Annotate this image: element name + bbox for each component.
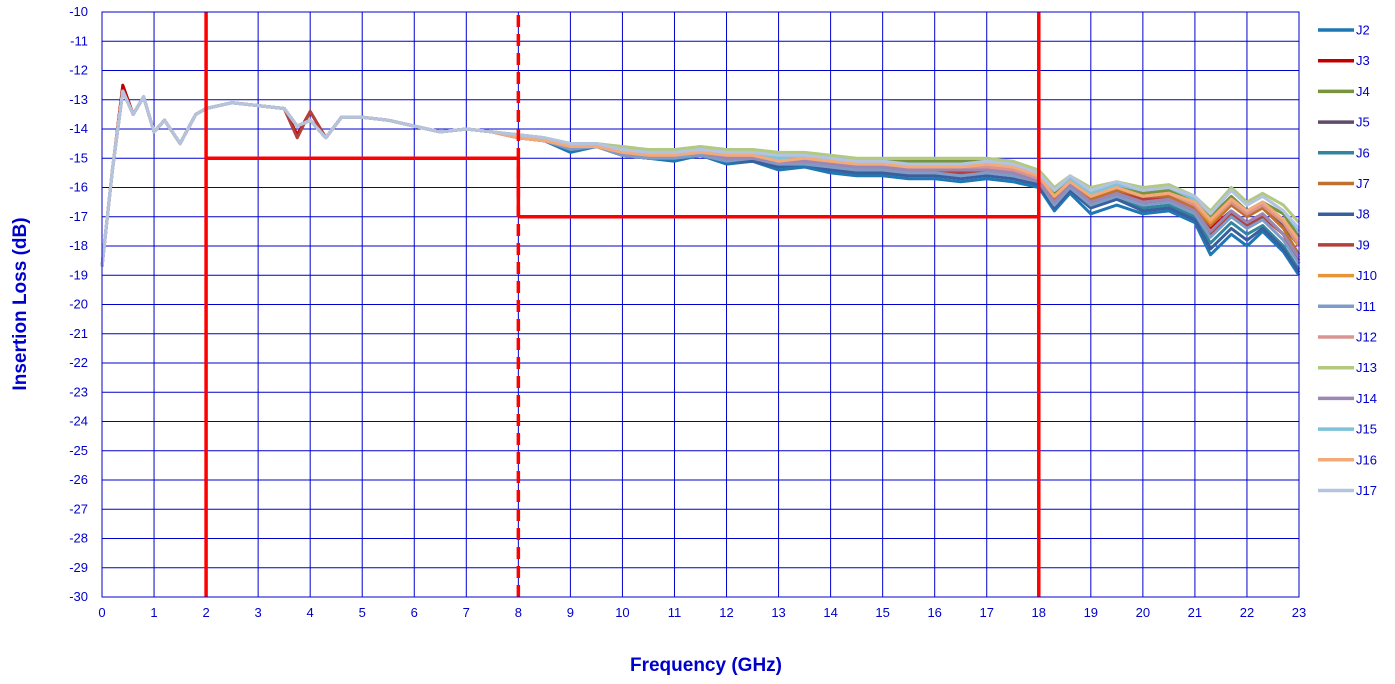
x-tick-label: 2 — [202, 605, 209, 620]
x-tick-label: 16 — [927, 605, 941, 620]
x-tick-label: 19 — [1084, 605, 1098, 620]
legend-label-j16: J16 — [1356, 452, 1377, 467]
y-tick-label: -21 — [69, 326, 88, 341]
x-tick-label: 14 — [823, 605, 837, 620]
y-tick-label: -11 — [70, 33, 88, 48]
legend-label-j7: J7 — [1356, 176, 1370, 191]
series-line-j3 — [100, 83, 1301, 267]
legend: J2 J3 J4 J5 J6 J7 J8 J9 J10 J11 J12 J13 J14 J15 J16 J17 — [1318, 23, 1377, 498]
x-tick-label: 6 — [411, 605, 418, 620]
legend-label-j14: J14 — [1356, 391, 1377, 406]
plot-frame — [101, 11, 1300, 598]
legend-label-j12: J12 — [1356, 330, 1377, 345]
legend-label-j11: J11 — [1356, 299, 1376, 314]
limit-lines — [204, 12, 1041, 597]
x-tick-label: 20 — [1136, 605, 1150, 620]
legend-label-j3: J3 — [1356, 53, 1370, 68]
series-line-j13 — [100, 89, 1301, 267]
legend-label-j15: J15 — [1356, 422, 1377, 437]
y-tick-label: -25 — [69, 443, 88, 458]
series-line-j5 — [100, 89, 1301, 267]
y-tick-label: -29 — [69, 560, 88, 575]
x-tick-label: 22 — [1240, 605, 1254, 620]
y-tick-label: -12 — [69, 63, 88, 78]
x-tick-label: 0 — [98, 605, 105, 620]
y-tick-label: -24 — [69, 414, 88, 429]
series-line-j11 — [100, 89, 1301, 267]
x-tick-label: 18 — [1032, 605, 1046, 620]
legend-label-j6: J6 — [1356, 145, 1370, 160]
y-tick-label: -17 — [69, 209, 88, 224]
x-axis-title: Frequency (GHz) — [630, 655, 782, 676]
series-line-j17 — [100, 89, 1301, 267]
legend-label-j2: J2 — [1356, 23, 1370, 38]
x-tick-label: 10 — [615, 605, 629, 620]
legend-label-j13: J13 — [1356, 360, 1377, 375]
series-line-j9 — [100, 89, 1301, 267]
x-tick-label: 4 — [307, 605, 314, 620]
series-line-j4 — [100, 89, 1301, 267]
y-tick-label: -18 — [69, 238, 88, 253]
series-line-j6 — [100, 89, 1301, 271]
x-tick-label: 21 — [1188, 605, 1202, 620]
series-line-j12 — [100, 89, 1301, 267]
legend-label-j5: J5 — [1356, 115, 1370, 130]
y-tick-labels: -10 -11 -12 -13 -14 -15 -16 -17 -18 -19 -20 -21 -22 -… — [69, 4, 88, 604]
legend-label-j17: J17 — [1356, 483, 1377, 498]
y-tick-label: -28 — [69, 531, 88, 546]
legend-label-j8: J8 — [1356, 207, 1370, 222]
y-tick-label: -30 — [69, 589, 88, 604]
series-lines — [100, 83, 1301, 277]
y-tick-label: -14 — [69, 121, 88, 136]
x-tick-label: 13 — [771, 605, 785, 620]
series-line-j7 — [100, 89, 1301, 267]
y-tick-label: -16 — [69, 180, 88, 195]
x-tick-label: 3 — [255, 605, 262, 620]
series-line-j14 — [100, 89, 1301, 267]
series-line-j16 — [100, 89, 1301, 267]
y-tick-label: -20 — [69, 297, 88, 312]
x-tick-label: 12 — [719, 605, 733, 620]
series-line-j10 — [100, 89, 1301, 267]
x-tick-label: 15 — [875, 605, 889, 620]
legend-label-j4: J4 — [1356, 84, 1370, 99]
legend-label-j10: J10 — [1356, 268, 1377, 283]
grid-lines — [101, 11, 1300, 598]
x-tick-label: 23 — [1292, 605, 1306, 620]
y-tick-label: -19 — [69, 267, 88, 282]
y-tick-label: -13 — [69, 92, 88, 107]
x-tick-label: 5 — [359, 605, 366, 620]
x-tick-labels: 0 1 2 3 4 5 6 7 8 9 10 11 12 13 14 15 16 17 18 19 20 21 22 23 — [98, 605, 1306, 620]
y-axis-title: Insertion Loss (dB) — [10, 217, 31, 390]
y-tick-label: -27 — [69, 501, 88, 516]
y-tick-label: -22 — [69, 355, 88, 370]
series-line-j15 — [100, 89, 1301, 267]
y-tick-label: -15 — [69, 150, 88, 165]
x-tick-label: 7 — [463, 605, 470, 620]
x-tick-label: 11 — [668, 605, 682, 620]
x-tick-label: 8 — [515, 605, 522, 620]
y-tick-label: -26 — [69, 472, 88, 487]
y-tick-label: -10 — [69, 4, 88, 19]
x-tick-label: 1 — [150, 605, 157, 620]
x-tick-label: 17 — [980, 605, 994, 620]
y-tick-label: -23 — [69, 384, 88, 399]
legend-label-j9: J9 — [1356, 237, 1370, 252]
x-tick-label: 9 — [567, 605, 574, 620]
